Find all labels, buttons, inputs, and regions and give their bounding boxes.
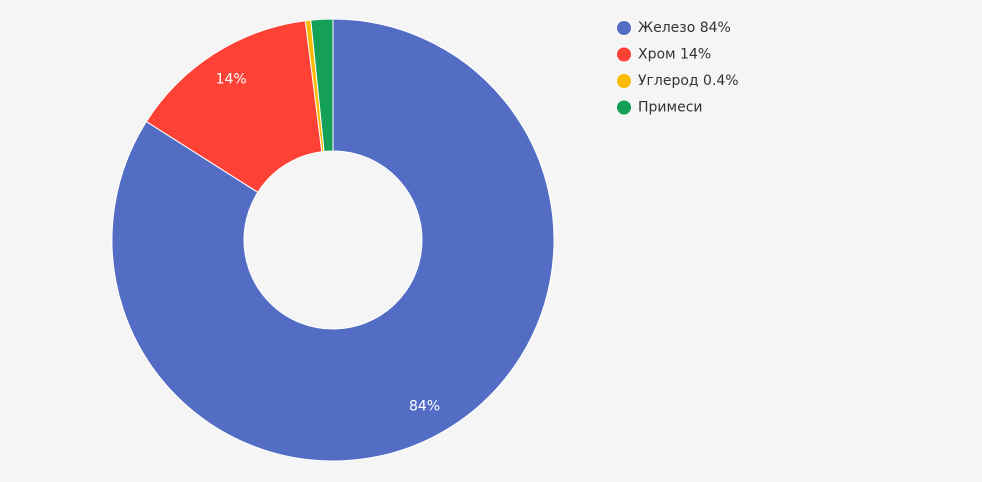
legend-marker: [617, 21, 631, 35]
slice-label: 14%: [216, 72, 247, 88]
legend-text: Углерод 0.4%: [638, 73, 739, 89]
legend-marker: [617, 100, 631, 115]
legend-text: Примеси: [638, 100, 702, 116]
legend-text: Хром 14%: [638, 47, 711, 63]
slice: [310, 18, 334, 152]
slice: [145, 20, 323, 194]
slice-label: 84%: [409, 399, 440, 415]
legend-marker: [617, 47, 631, 62]
legend-marker: [617, 74, 631, 88]
slice: [111, 18, 555, 462]
legend-text: Железо 84%: [638, 20, 731, 36]
